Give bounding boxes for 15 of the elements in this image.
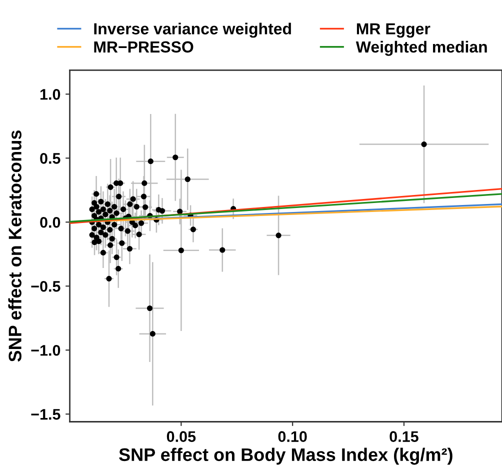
y-tick-label: −1.0 — [31, 344, 60, 356]
y-tick-label: 0.5 — [40, 153, 60, 164]
x-tick-label: 0.05 — [166, 431, 196, 442]
y-tick-label: 0.0 — [40, 216, 60, 228]
legend-label: MR Egger — [356, 23, 430, 38]
x-tick-label: 0.10 — [278, 431, 307, 442]
x-tick-label: 0.15 — [390, 431, 418, 442]
x-axis-title: SNP effect on Body Mass Index (kg/m²) — [119, 448, 452, 465]
y-tick-label: −1.5 — [31, 409, 60, 420]
legend-label: MR−PRESSO — [94, 41, 194, 53]
y-tick-label: −0.5 — [31, 280, 60, 292]
y-tick-label: 1.0 — [40, 89, 60, 100]
legend-label: Weighted median — [356, 40, 487, 56]
y-axis-title: SNP effect on Keratoconus — [8, 130, 22, 362]
legend-label: Inverse variance weighted — [94, 22, 291, 38]
